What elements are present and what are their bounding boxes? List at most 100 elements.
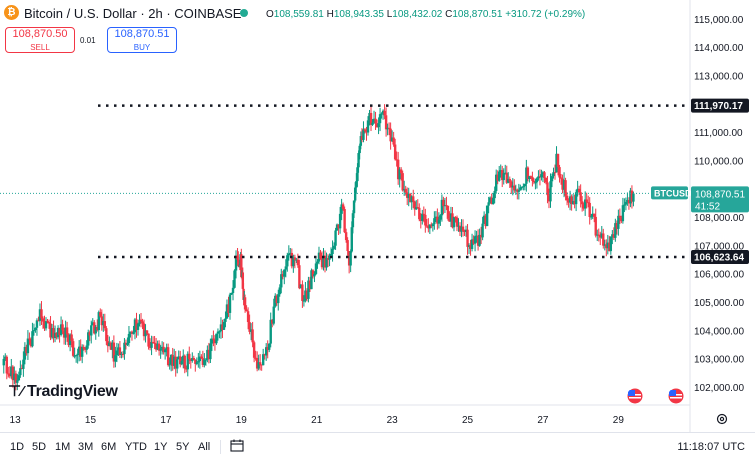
candle-body [445, 205, 448, 207]
candle-body [165, 347, 168, 350]
low-label: L [386, 9, 393, 20]
range-5d-button[interactable]: 5D [32, 441, 47, 453]
candle-body [603, 244, 606, 246]
candle-body [126, 343, 129, 345]
candle-body [272, 306, 275, 324]
candle-body [17, 375, 21, 381]
level-price-tag [691, 250, 749, 265]
candle-body [290, 252, 294, 267]
candle-body [74, 355, 78, 357]
candle-body [52, 328, 55, 338]
candle-body [466, 229, 469, 247]
candle-body [71, 341, 75, 356]
candle-body [499, 170, 502, 172]
range-1d-button[interactable]: 1D [10, 441, 25, 453]
us-flag-event-icon[interactable] [627, 388, 643, 404]
candle-body [593, 213, 596, 217]
candle-body [8, 373, 12, 377]
candle-body [22, 359, 25, 369]
range-3m-button[interactable]: 3M [78, 441, 94, 453]
candle-body [475, 235, 478, 237]
candle-body [212, 338, 215, 340]
candle-body [498, 171, 501, 181]
candle-body [299, 284, 303, 289]
candle-body [106, 341, 110, 347]
range-1m-button[interactable]: 1M [55, 441, 71, 453]
candle-body [191, 357, 194, 361]
candle-body [553, 172, 557, 174]
y-tick-label: 106,000.00 [694, 270, 744, 281]
high-value: 108,943.35 [333, 9, 384, 20]
candle-body [522, 186, 525, 188]
candle-body [404, 188, 407, 193]
candle-body [141, 321, 144, 324]
candle-body [179, 356, 182, 365]
candle-body [31, 331, 34, 347]
candle-body [296, 259, 300, 266]
candle-body [280, 274, 283, 288]
tradingview-logo-text: TradingView [26, 383, 118, 400]
candle-body [442, 199, 445, 207]
candle-body [452, 217, 456, 228]
candle-body [421, 213, 424, 221]
candle-body [260, 364, 263, 366]
range-ytd-button[interactable]: YTD [125, 441, 147, 453]
candle-body [600, 233, 603, 238]
calendar-icon[interactable] [230, 439, 244, 452]
candle-body [213, 339, 217, 344]
y-tick-label: 107,000.00 [694, 241, 744, 252]
candle-body [252, 342, 256, 358]
candle-body [371, 122, 374, 125]
candle-body [490, 197, 493, 205]
candle-body [473, 236, 477, 244]
range-5y-button[interactable]: 5Y [176, 441, 190, 453]
candle-body [401, 173, 404, 191]
candle-body [615, 223, 619, 229]
us-flag-event-icon[interactable] [668, 388, 684, 404]
candle-body [343, 209, 346, 233]
range-1y-button[interactable]: 1Y [154, 441, 168, 453]
candle-body [478, 234, 481, 246]
range-6m-button[interactable]: 6M [101, 441, 117, 453]
buy-button[interactable]: 108,870.51 BUY [107, 27, 177, 53]
range-all-button[interactable]: All [198, 441, 211, 453]
candle-body [446, 205, 450, 219]
candle-body [222, 321, 226, 330]
bar-countdown-label: 41:52 [695, 201, 720, 212]
gear-icon[interactable] [716, 413, 728, 425]
candle-body [150, 341, 153, 348]
candle-body [583, 199, 587, 209]
candle-body [46, 321, 49, 323]
candle-body [484, 215, 487, 227]
candle-body [34, 327, 37, 331]
candle-body [77, 346, 81, 354]
sell-button[interactable]: 108,870.50 SELL [5, 27, 75, 53]
candle-body [540, 174, 543, 178]
level-price-label: 111,970.17 [694, 101, 743, 112]
candle-body [529, 176, 533, 178]
candle-body [568, 196, 572, 203]
candle-body [599, 235, 602, 238]
candle-body [402, 188, 406, 191]
candle-body [194, 359, 197, 364]
candle-body [68, 334, 72, 346]
price-chart[interactable]: 102,000.00 103,000.00 104,000.00 105,000.00… [0, 0, 755, 432]
candle-body [115, 350, 119, 356]
candle-body [20, 368, 24, 370]
candle-body [49, 323, 52, 338]
candle-body [513, 185, 516, 191]
candle-body [97, 312, 100, 331]
y-tick-label: 113,000.00 [694, 71, 744, 82]
candle-body [531, 176, 534, 181]
utc-clock[interactable]: 11:18:07 UTC [677, 441, 745, 453]
candle-body [340, 204, 343, 214]
candle-body [234, 255, 238, 271]
symbol-title[interactable]: Bitcoin / U.S. Dollar · 2h · COINBASE [24, 6, 242, 21]
candle-body [147, 333, 150, 347]
candle-body [142, 323, 146, 337]
candle-body [26, 338, 30, 354]
candle-body [138, 319, 141, 324]
candle-body [525, 167, 528, 184]
candle-body [32, 330, 36, 332]
candle-body [479, 234, 483, 238]
